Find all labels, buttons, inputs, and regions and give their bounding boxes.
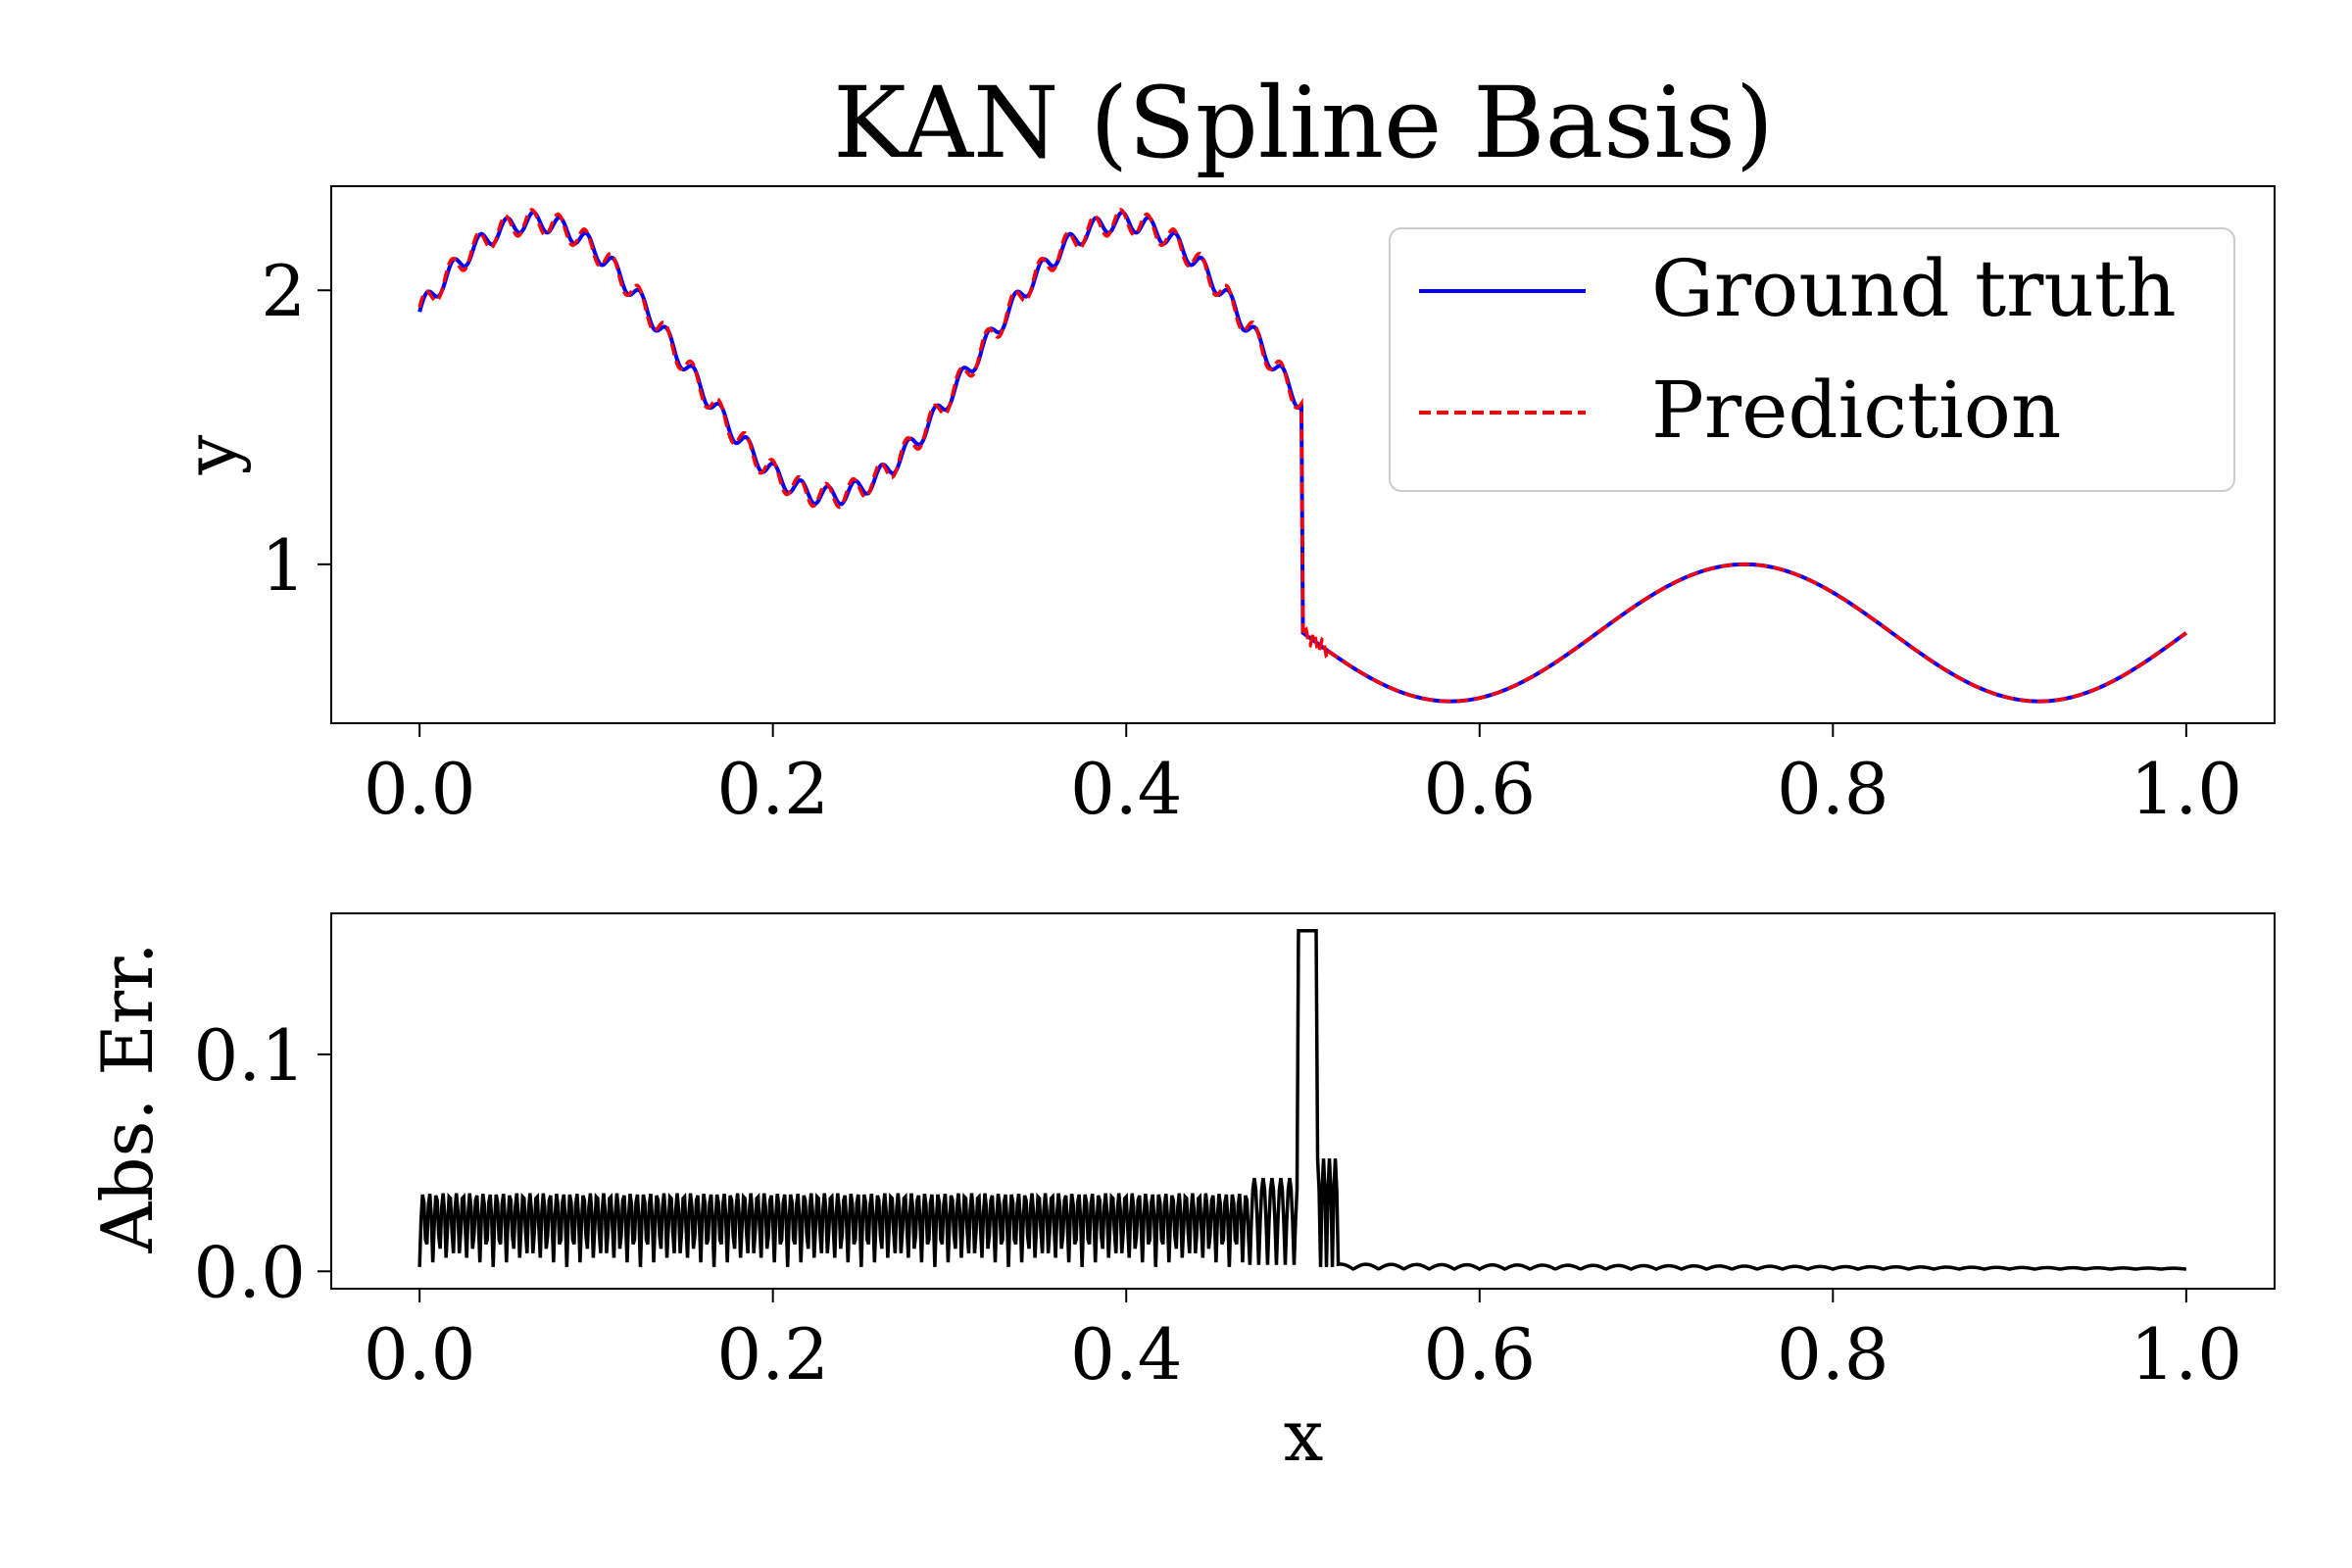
chart-title: KAN (Spline Basis) [833,66,1774,180]
bottom-x-tick-label: 0.2 [716,1313,829,1396]
bottom-x-tick-label: 0.6 [1424,1313,1537,1396]
bottom-y-tick-label: 0.0 [193,1231,306,1313]
top-x-tick-label: 0.6 [1424,748,1537,830]
top-axes-frame [330,185,2276,724]
bottom-y-ticks: 0.0 0.1 [193,1014,331,1313]
top-x-tick-label: 0.4 [1070,748,1183,830]
bottom-panel: 0.0 0.2 0.4 0.6 0.8 1.0 0.0 0.1 Abs. Err. x [86,912,2276,1477]
series-abs-error-line [417,928,2187,1272]
bottom-plot-area [417,928,2187,1272]
bottom-x-tick-label: 0.8 [1777,1313,1889,1396]
bottom-x-tick-label: 0.0 [364,1313,476,1396]
top-panel: 0.0 0.2 0.4 0.6 0.8 1.0 12 y Ground truth Pre… [170,185,2276,830]
top-y-axis-label: y [170,434,252,475]
top-x-tick-label: 1.0 [2131,748,2243,830]
bottom-x-tick-label: 0.4 [1070,1313,1183,1396]
top-y-tick-label: 1 [261,524,306,607]
top-x-tick-label: 0.8 [1777,748,1889,830]
top-x-ticks: 0.0 0.2 0.4 0.6 0.8 1.0 [364,723,2242,830]
legend: Ground truth Prediction [1389,227,2235,492]
bottom-x-ticks: 0.0 0.2 0.4 0.6 0.8 1.0 [364,1289,2242,1396]
legend-prediction-label: Prediction [1651,365,2061,456]
bottom-y-tick-label: 0.1 [193,1014,306,1097]
series-prediction-line [417,207,2187,704]
legend-ground-truth-label: Ground truth [1651,243,2177,334]
bottom-axes-frame [330,912,2276,1290]
legend-frame [1389,227,2235,492]
top-x-tick-label: 0.0 [364,748,476,830]
bottom-x-tick-label: 1.0 [2131,1313,2243,1396]
top-y-ticks: 12 [261,250,331,607]
bottom-x-axis-label: x [1284,1395,1324,1477]
bottom-y-axis-label: Abs. Err. [86,942,169,1253]
top-y-tick-label: 2 [261,250,306,332]
top-x-tick-label: 0.2 [716,748,829,830]
top-plot-area [417,207,2188,704]
